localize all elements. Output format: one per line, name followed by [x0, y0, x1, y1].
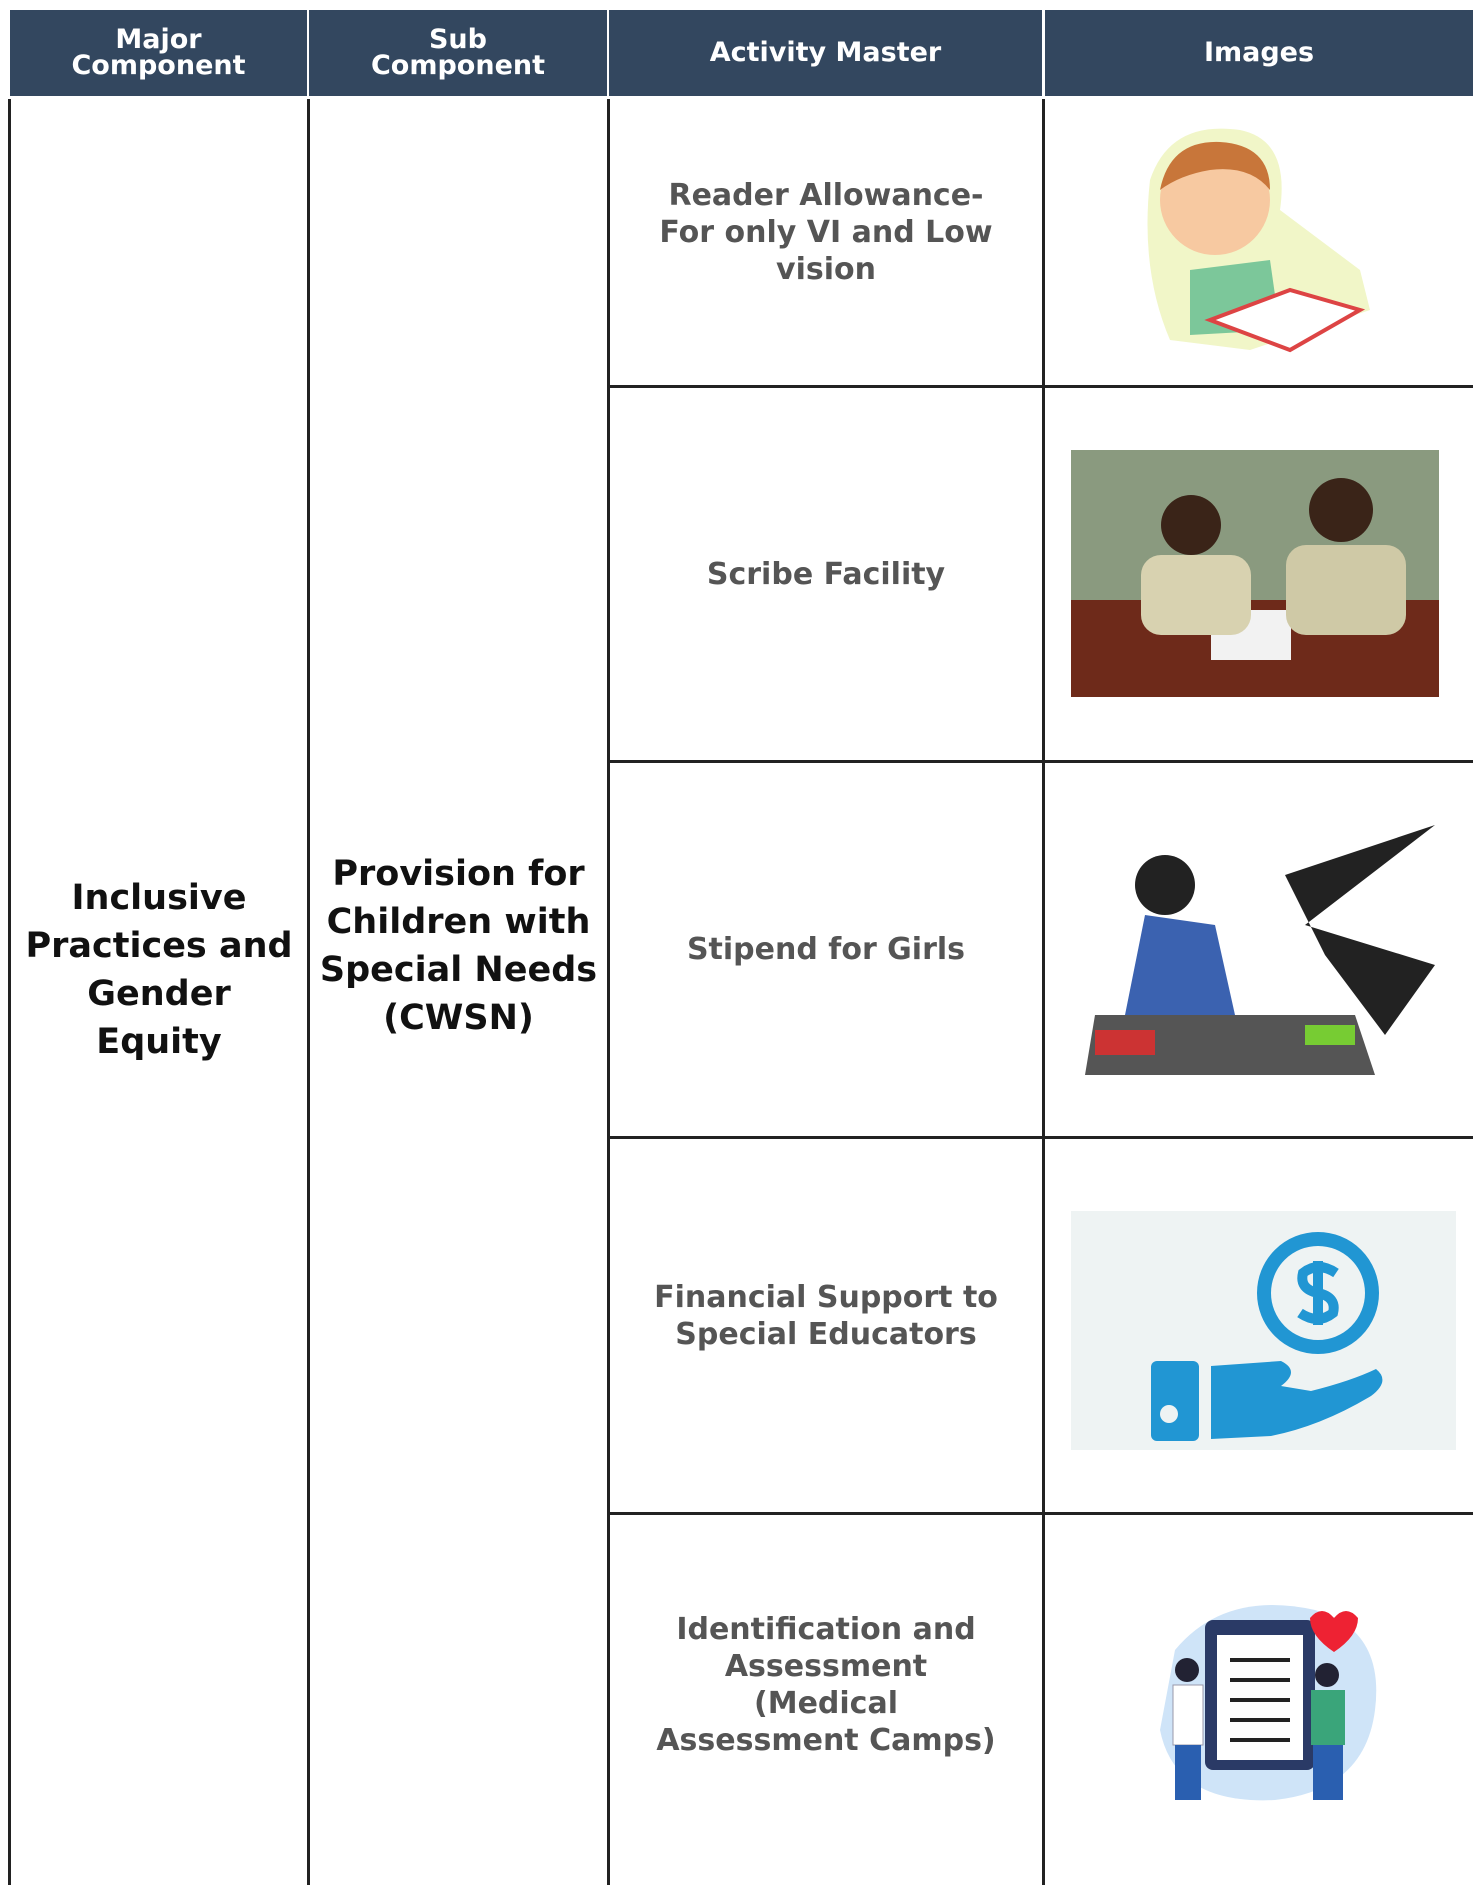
- border: [609, 385, 1473, 388]
- activity: Reader Allowance- For only VI and Low vi…: [659, 177, 993, 287]
- stipend-illustration: [1085, 825, 1435, 1075]
- border: [8, 99, 11, 1885]
- activity: Identification and Assessment (Medical A…: [656, 1612, 996, 1758]
- activity: Scribe Facility: [706, 556, 946, 592]
- activity: Stipend for Girls: [686, 932, 966, 967]
- scribe-photo: [1071, 450, 1439, 697]
- border: [1042, 99, 1045, 1885]
- financial-support-icon: [1071, 1211, 1456, 1450]
- major-component: Inclusive Practices and Gender Equity: [25, 878, 293, 1062]
- header-cell: Sub Component: [309, 10, 607, 96]
- reading-child-image: [1147, 128, 1370, 353]
- header-cell: Major Component: [10, 10, 307, 96]
- border: [609, 1512, 1473, 1515]
- sub-component: Provision for Children with Special Need…: [319, 854, 598, 1038]
- health-assessment-icon: [1160, 1605, 1377, 1801]
- header-cell: Activity Master: [609, 10, 1042, 96]
- activity: Financial Support to Special Educators: [654, 1279, 998, 1352]
- border: [307, 99, 310, 1885]
- border: [609, 1136, 1473, 1139]
- border: [609, 760, 1473, 763]
- header-cell: Images: [1045, 10, 1473, 96]
- border: [607, 99, 610, 1885]
